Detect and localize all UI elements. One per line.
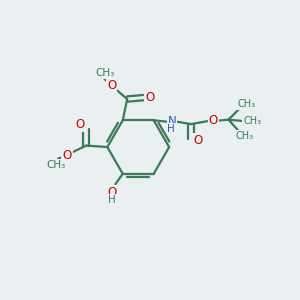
- Text: CH₃: CH₃: [46, 160, 65, 170]
- Text: O: O: [208, 114, 218, 127]
- Text: H: H: [108, 195, 116, 205]
- Text: O: O: [75, 118, 84, 130]
- Text: CH₃: CH₃: [95, 68, 114, 78]
- Text: O: O: [62, 149, 72, 162]
- Text: O: O: [107, 79, 116, 92]
- Text: CH₃: CH₃: [236, 131, 254, 141]
- Text: O: O: [145, 91, 154, 104]
- Text: N: N: [168, 115, 176, 128]
- Text: O: O: [193, 134, 202, 147]
- Text: CH₃: CH₃: [237, 99, 255, 109]
- Text: H: H: [167, 124, 175, 134]
- Text: CH₃: CH₃: [243, 116, 261, 126]
- Text: O: O: [107, 186, 116, 199]
